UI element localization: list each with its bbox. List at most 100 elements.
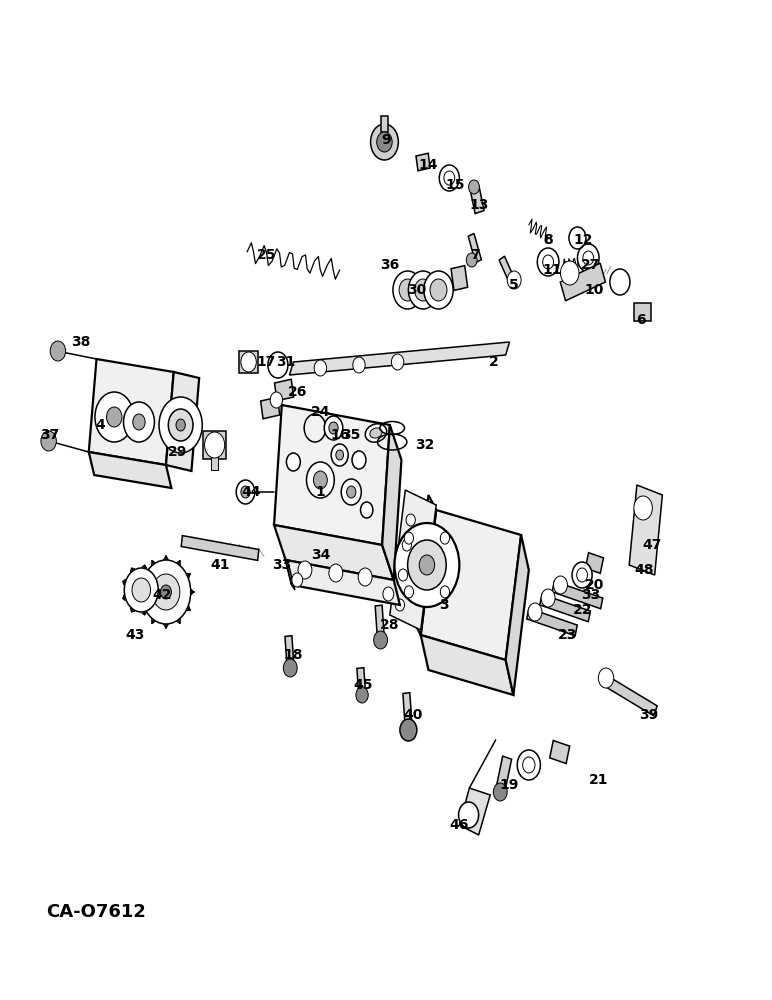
Circle shape bbox=[554, 576, 567, 594]
Text: 36: 36 bbox=[381, 258, 399, 272]
Text: 43: 43 bbox=[125, 628, 145, 642]
Text: 44: 44 bbox=[241, 485, 261, 499]
Circle shape bbox=[336, 450, 344, 460]
Text: CA-O7612: CA-O7612 bbox=[46, 903, 146, 921]
Polygon shape bbox=[552, 581, 603, 609]
Text: 47: 47 bbox=[642, 538, 662, 552]
Circle shape bbox=[292, 573, 303, 587]
Polygon shape bbox=[451, 266, 468, 290]
Circle shape bbox=[205, 432, 225, 458]
Polygon shape bbox=[290, 342, 510, 375]
Polygon shape bbox=[239, 351, 259, 373]
Polygon shape bbox=[421, 635, 513, 695]
Circle shape bbox=[444, 171, 455, 185]
Circle shape bbox=[176, 419, 185, 431]
Circle shape bbox=[141, 560, 191, 624]
Circle shape bbox=[408, 540, 446, 590]
Text: 6: 6 bbox=[636, 313, 645, 327]
Circle shape bbox=[329, 564, 343, 582]
Text: 41: 41 bbox=[210, 558, 230, 572]
Circle shape bbox=[398, 569, 408, 581]
Circle shape bbox=[523, 757, 535, 773]
Circle shape bbox=[241, 486, 250, 498]
Text: 34: 34 bbox=[310, 548, 330, 562]
Circle shape bbox=[50, 341, 66, 361]
Text: 42: 42 bbox=[152, 588, 172, 602]
Polygon shape bbox=[390, 490, 436, 630]
Text: 22: 22 bbox=[573, 603, 593, 617]
Text: 48: 48 bbox=[635, 563, 655, 577]
Text: 29: 29 bbox=[168, 445, 188, 459]
Polygon shape bbox=[89, 359, 174, 465]
Text: 25: 25 bbox=[256, 248, 276, 262]
Circle shape bbox=[400, 719, 417, 741]
Circle shape bbox=[394, 523, 459, 607]
Text: 5: 5 bbox=[509, 278, 518, 292]
Circle shape bbox=[430, 279, 447, 301]
Text: 16: 16 bbox=[330, 428, 350, 442]
Circle shape bbox=[405, 586, 414, 598]
Polygon shape bbox=[203, 431, 226, 459]
Polygon shape bbox=[274, 405, 390, 545]
Polygon shape bbox=[634, 303, 651, 321]
Circle shape bbox=[313, 471, 327, 489]
Text: 26: 26 bbox=[287, 385, 307, 399]
Circle shape bbox=[306, 462, 334, 498]
Polygon shape bbox=[416, 153, 430, 171]
Polygon shape bbox=[550, 740, 570, 764]
Text: 35: 35 bbox=[341, 428, 361, 442]
Polygon shape bbox=[403, 693, 412, 731]
Text: 10: 10 bbox=[584, 283, 604, 297]
Text: 3: 3 bbox=[439, 598, 449, 612]
Polygon shape bbox=[527, 608, 577, 636]
Circle shape bbox=[577, 568, 587, 582]
Text: 24: 24 bbox=[310, 405, 330, 419]
Ellipse shape bbox=[370, 428, 382, 438]
Circle shape bbox=[358, 568, 372, 586]
Text: 30: 30 bbox=[408, 283, 426, 297]
Polygon shape bbox=[506, 535, 529, 695]
Circle shape bbox=[241, 352, 256, 372]
Text: 18: 18 bbox=[283, 648, 303, 662]
Circle shape bbox=[408, 271, 438, 309]
Polygon shape bbox=[495, 756, 512, 796]
Circle shape bbox=[440, 586, 449, 598]
Text: 15: 15 bbox=[445, 178, 466, 192]
Circle shape bbox=[95, 392, 134, 442]
Polygon shape bbox=[166, 372, 199, 471]
Circle shape bbox=[371, 124, 398, 160]
Circle shape bbox=[537, 248, 559, 276]
Polygon shape bbox=[89, 452, 171, 488]
Circle shape bbox=[560, 261, 579, 285]
Polygon shape bbox=[629, 485, 662, 575]
Circle shape bbox=[405, 532, 414, 544]
Circle shape bbox=[424, 271, 453, 309]
Circle shape bbox=[159, 397, 202, 453]
Text: 9: 9 bbox=[381, 133, 391, 147]
Polygon shape bbox=[275, 379, 293, 401]
Polygon shape bbox=[585, 553, 604, 573]
Polygon shape bbox=[382, 425, 401, 580]
Text: 23: 23 bbox=[557, 628, 577, 642]
Polygon shape bbox=[499, 256, 516, 288]
Polygon shape bbox=[261, 397, 279, 419]
Circle shape bbox=[541, 589, 555, 607]
Text: 12: 12 bbox=[573, 233, 593, 247]
Polygon shape bbox=[540, 594, 591, 622]
Text: 11: 11 bbox=[542, 263, 562, 277]
Text: 2: 2 bbox=[489, 355, 499, 369]
Circle shape bbox=[395, 599, 405, 611]
Circle shape bbox=[161, 585, 171, 599]
Text: 4: 4 bbox=[96, 418, 105, 432]
Circle shape bbox=[107, 407, 122, 427]
Polygon shape bbox=[181, 536, 259, 560]
Polygon shape bbox=[468, 233, 482, 263]
Polygon shape bbox=[375, 605, 384, 641]
Circle shape bbox=[353, 357, 365, 373]
Circle shape bbox=[331, 444, 348, 466]
Circle shape bbox=[286, 453, 300, 471]
Circle shape bbox=[168, 409, 193, 441]
Circle shape bbox=[406, 514, 415, 526]
Circle shape bbox=[415, 279, 432, 301]
Circle shape bbox=[419, 555, 435, 575]
